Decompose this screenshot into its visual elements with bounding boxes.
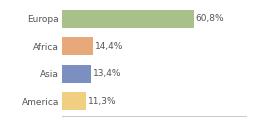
- Bar: [62, 92, 86, 110]
- Bar: [62, 65, 91, 83]
- Bar: [62, 10, 194, 28]
- Bar: [62, 37, 93, 55]
- Text: 11,3%: 11,3%: [88, 97, 116, 106]
- Text: 14,4%: 14,4%: [95, 42, 123, 51]
- Text: 60,8%: 60,8%: [195, 14, 224, 23]
- Text: 13,4%: 13,4%: [92, 69, 121, 78]
